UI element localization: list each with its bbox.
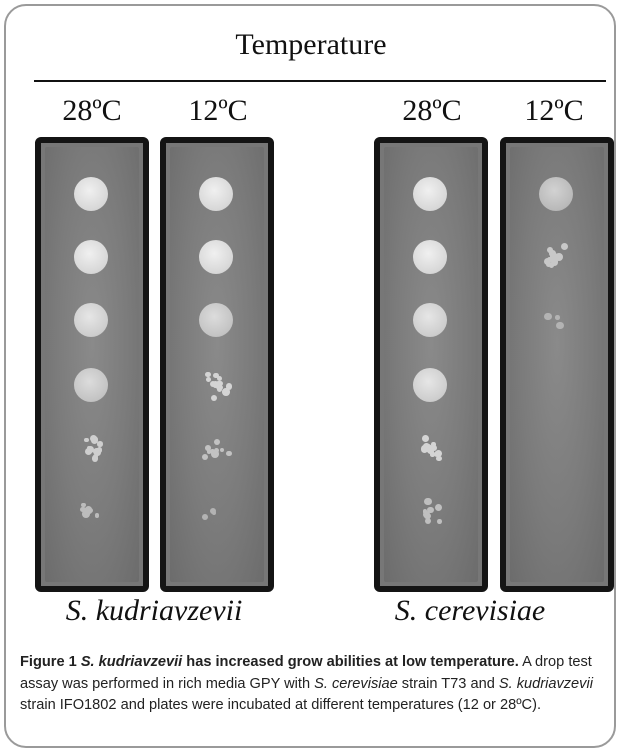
caption-body-3: strain IFO1802 and plates were incubated… <box>20 697 541 713</box>
colony <box>222 388 230 396</box>
header-rule <box>34 80 606 82</box>
growth-spot <box>413 177 447 211</box>
colony <box>423 509 428 514</box>
colony <box>543 312 552 321</box>
colony <box>424 513 431 520</box>
colony <box>545 261 552 267</box>
colony <box>97 441 103 447</box>
growth-spot <box>413 303 447 337</box>
colony <box>210 450 219 458</box>
colony <box>205 371 211 378</box>
figure-caption: Figure 1 S. kudriavzevii has increased g… <box>20 652 606 717</box>
colony <box>81 502 86 508</box>
colony <box>556 321 564 329</box>
growth-spot <box>413 240 447 274</box>
colony <box>210 449 216 454</box>
temperature-header: Temperature <box>235 28 387 61</box>
colony <box>217 381 223 387</box>
colony <box>94 449 101 456</box>
temp-label-1: 28ºC <box>62 94 122 127</box>
colony <box>423 446 429 452</box>
temp-label-3: 28ºC <box>402 94 462 127</box>
colony <box>426 445 433 451</box>
caption-title: has increased grow abilities at low temp… <box>186 654 519 670</box>
colony <box>89 434 98 443</box>
caption-species-1: S. cerevisiae <box>314 675 398 692</box>
growth-spot <box>413 368 447 402</box>
growth-spot <box>539 177 573 211</box>
colony <box>213 439 220 446</box>
colony <box>435 455 442 462</box>
caption-species-2: S. kudriavzevii <box>498 675 593 692</box>
colony <box>80 506 86 513</box>
colony <box>555 253 564 262</box>
species-label-kudriavzevii: S. kudriavzevii <box>65 594 243 627</box>
species-label-cerevisiae: S. cerevisiae <box>394 594 546 627</box>
caption-body-1: A drop test assay was performed in rich … <box>20 654 592 692</box>
colony <box>210 394 217 401</box>
colony <box>427 506 434 514</box>
plate-1 <box>35 137 149 592</box>
colony <box>548 263 554 269</box>
colony <box>209 381 216 388</box>
colony <box>92 453 99 460</box>
plate-agar <box>384 147 478 582</box>
colony <box>206 448 212 454</box>
colony <box>94 513 100 518</box>
colony <box>216 375 222 381</box>
colony <box>431 445 438 452</box>
colony <box>421 435 429 443</box>
colony <box>219 447 224 453</box>
colony <box>204 445 211 451</box>
colony <box>550 258 559 266</box>
colony <box>205 376 211 382</box>
caption-body-2: strain T73 and <box>401 675 495 692</box>
growth-spot <box>74 177 108 211</box>
colony <box>546 247 553 254</box>
colony <box>560 242 568 250</box>
colony <box>84 437 89 443</box>
colony <box>549 250 556 257</box>
colony <box>436 519 442 525</box>
colony <box>555 315 560 320</box>
colony <box>543 257 551 265</box>
growth-spot <box>74 303 108 337</box>
colony <box>212 511 217 516</box>
colony <box>431 442 436 447</box>
colony <box>434 503 442 511</box>
colony <box>216 386 223 393</box>
colony <box>225 383 233 391</box>
growth-spot <box>74 240 108 274</box>
plate-agar <box>510 147 604 582</box>
growth-spot <box>199 177 233 211</box>
caption-label: Figure 1 <box>20 654 77 670</box>
colony <box>213 372 219 379</box>
colony <box>86 446 91 451</box>
colony <box>225 450 232 457</box>
plate-agar <box>45 147 139 582</box>
colony <box>201 454 208 461</box>
growth-spot <box>74 368 108 402</box>
plate-agar <box>170 147 264 582</box>
colony <box>213 383 219 388</box>
temp-label-4: 12ºC <box>524 94 584 127</box>
plate-2 <box>160 137 274 592</box>
plate-4 <box>500 137 614 592</box>
plate-3 <box>374 137 488 592</box>
colony <box>82 510 91 518</box>
colony <box>424 497 433 506</box>
colony <box>213 447 219 453</box>
growth-spot <box>199 240 233 274</box>
colony <box>87 446 95 453</box>
colony <box>201 514 208 521</box>
colony <box>424 518 431 525</box>
growth-spot <box>199 303 233 337</box>
temp-label-2: 12ºC <box>188 94 248 127</box>
caption-title-species: S. kudriavzevii <box>80 654 183 670</box>
colony <box>434 449 442 457</box>
